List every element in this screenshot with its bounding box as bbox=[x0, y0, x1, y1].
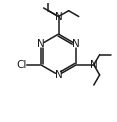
Text: N: N bbox=[90, 60, 98, 70]
Text: N: N bbox=[55, 12, 62, 22]
Text: N: N bbox=[55, 70, 62, 80]
Text: N: N bbox=[72, 39, 80, 49]
Text: Cl: Cl bbox=[16, 60, 27, 70]
Text: N: N bbox=[37, 39, 45, 49]
